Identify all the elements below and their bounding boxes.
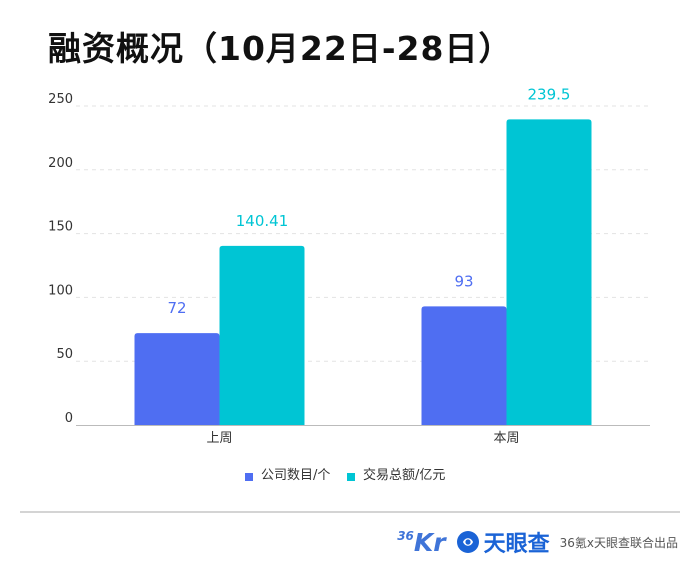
- tianyancha-logo-icon: [456, 531, 479, 553]
- chart-title: 融资概况（10月22日-28日）: [48, 29, 513, 68]
- bar: [421, 306, 507, 425]
- x-tick-label: 上周: [206, 431, 232, 446]
- 36kr-logo-text: Kr: [413, 528, 446, 557]
- 36kr-logo-icon: 36 Kr: [397, 529, 445, 555]
- legend-swatch: [245, 473, 253, 481]
- y-tick-label: 150: [48, 220, 73, 235]
- y-tick-label: 250: [48, 92, 73, 107]
- x-tick-label: 本周: [493, 431, 519, 446]
- tianyancha-logo-text: 天眼查: [483, 532, 550, 557]
- bar: [134, 333, 220, 425]
- 36kr-logo-number: 36: [397, 529, 414, 543]
- legend-swatch: [347, 473, 355, 481]
- data-label: 140.41: [236, 212, 289, 230]
- bar: [219, 245, 305, 425]
- footer-divider: [20, 511, 680, 513]
- y-tick-label: 50: [56, 347, 73, 362]
- tianyancha-logo: 天眼查: [456, 526, 550, 558]
- legend-label: 交易总额/亿元: [363, 467, 445, 483]
- y-tick-label: 0: [65, 411, 73, 426]
- y-tick-label: 100: [48, 283, 73, 298]
- legend-label: 公司数目/个: [261, 468, 330, 483]
- data-label: 72: [167, 299, 186, 317]
- footer: 36 Kr 天眼查 36氪x天眼查联合出品: [397, 526, 678, 558]
- y-tick-label: 200: [48, 156, 73, 171]
- bar-chart: 0 50 100 150 200 250 72 140.41 上周 93 239.5 本周公司数目/个…: [48, 85, 650, 483]
- footer-credit: 36氪x天眼查联合出品: [559, 535, 678, 550]
- data-label: 93: [454, 272, 473, 290]
- bar: [506, 119, 592, 425]
- data-label: 239.5: [528, 85, 571, 103]
